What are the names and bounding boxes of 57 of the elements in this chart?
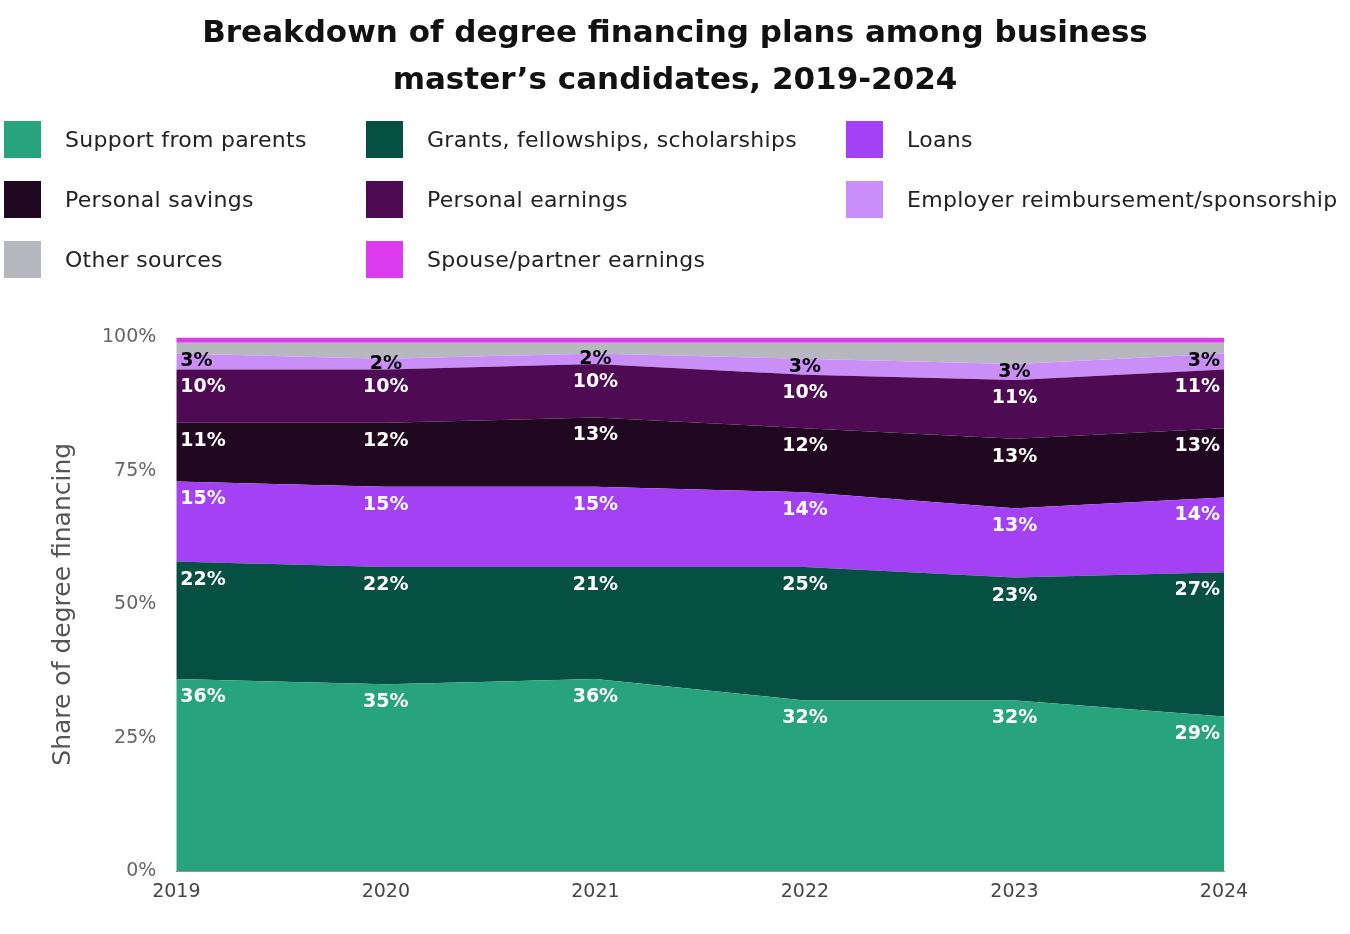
data-label: 23% [991,582,1038,605]
data-label: 12% [782,433,828,456]
y-tick-label: 25% [114,724,157,747]
data-label: 2% [579,345,612,368]
data-label: 3% [788,353,822,376]
data-label: 36% [572,683,619,706]
data-label: 32% [782,705,828,728]
legend-label: Other sources [65,246,223,272]
legend-label: Personal savings [65,186,254,212]
data-label: 13% [991,443,1038,466]
legend-label: Employer reimbursement/sponsorship [907,186,1338,212]
data-label: 35% [363,689,409,712]
data-label: 13% [1174,433,1220,456]
y-tick-label: 0% [126,858,157,881]
data-label: 21% [572,571,619,594]
x-tick-label: 2022 [780,878,830,901]
y-tick-label: 75% [114,457,157,480]
data-label: 10% [180,374,226,397]
y-tick-label: 50% [114,591,157,614]
x-tick-label: 2024 [1199,878,1249,901]
data-label: 10% [363,374,409,397]
data-label: 15% [572,491,619,514]
data-label: 13% [572,422,619,445]
data-label: 14% [782,497,828,520]
data-label: 10% [572,369,619,392]
y-axis-title: Share of degree financing [46,442,76,766]
data-label: 12% [363,427,409,450]
data-label: 27% [1174,577,1220,600]
legend-label: Spouse/partner earnings [427,246,706,272]
data-label: 25% [782,571,828,594]
data-label: 11% [1174,374,1220,397]
legend-label: Personal earnings [427,186,628,212]
chart-title: Breakdown of degree financing plans among business master’s candidates, 2019-2024 [201,12,1149,98]
data-label: 13% [991,513,1038,536]
y-tick-label: 100% [101,324,157,347]
data-label: 2% [369,351,402,374]
data-label: 32% [991,705,1038,728]
x-tick-label: 2019 [152,878,201,901]
data-label: 22% [180,566,226,589]
data-label: 36% [180,683,226,706]
data-label: 15% [180,486,226,509]
data-label: 11% [991,385,1038,408]
data-label: 10% [782,379,828,402]
legend-label: Grants, fellowships, scholarships [427,126,797,152]
data-label: 11% [180,427,226,450]
data-label: 14% [1174,502,1220,525]
x-tick-label: 2020 [361,878,411,901]
data-label: 3% [998,359,1031,382]
data-label: 15% [363,491,409,514]
x-tick-label: 2021 [571,878,620,901]
legend-label: Loans [907,126,973,152]
legend-label: Support from parents [65,126,307,152]
data-label: 29% [1174,721,1220,744]
x-tick-label: 2023 [990,878,1039,901]
data-label: 22% [363,571,409,594]
data-label: 3% [180,348,213,371]
data-label: 3% [1187,348,1220,371]
